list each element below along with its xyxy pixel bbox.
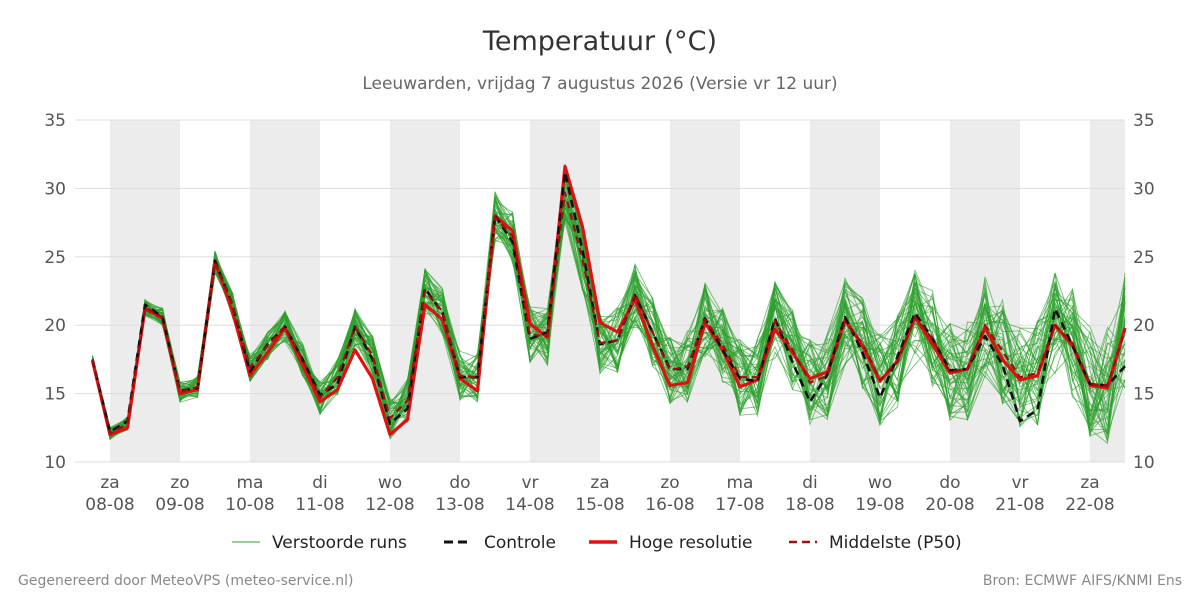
x-tick-date-1: 09-08 [155, 495, 204, 515]
main-series [90, 164, 1127, 437]
x-tick-weekday-12: do [939, 473, 960, 493]
x-tick-date-11: 19-08 [855, 495, 904, 515]
legend-label-median: Middelste (P50) [829, 533, 962, 553]
x-tick-weekday-2: ma [237, 473, 264, 493]
x-tick-weekday-6: vr [521, 473, 538, 493]
x-tick-weekday-1: zo [170, 473, 189, 493]
ensemble-run-48 [92, 186, 1126, 430]
ensemble-run-43 [92, 202, 1126, 437]
x-tick-date-8: 16-08 [645, 495, 694, 515]
x-axis: za08-08zo09-08ma10-08di11-08wo12-08do13-… [85, 473, 1114, 515]
x-tick-date-9: 17-08 [715, 495, 764, 515]
y-tick-left-15: 15 [44, 385, 66, 405]
y-tick-left-20: 20 [44, 316, 66, 336]
night-band-0 [110, 120, 180, 462]
night-bands [110, 120, 1125, 462]
y-tick-right-30: 30 [1133, 179, 1155, 199]
y-tick-right-20: 20 [1133, 316, 1155, 336]
legend: Verstoorde runs Controle Hoge resolutie Mid… [232, 533, 962, 553]
x-tick-weekday-4: wo [378, 473, 402, 493]
x-tick-date-7: 15-08 [575, 495, 624, 515]
y-tick-left-25: 25 [44, 248, 66, 268]
series-middelste-p50 [91, 191, 1127, 435]
x-tick-date-5: 13-08 [435, 495, 484, 515]
x-tick-date-14: 22-08 [1065, 495, 1114, 515]
chart-subtitle: Leeuwarden, vrijdag 7 augustus 2026 (Ver… [362, 74, 837, 94]
legend-label-highres: Hoge resolutie [629, 533, 753, 553]
x-tick-weekday-9: ma [727, 473, 754, 493]
y-axis-right: 10 15 20 25 30 35 [1133, 111, 1155, 473]
x-tick-weekday-14: za [1080, 473, 1099, 493]
x-tick-weekday-13: vr [1011, 473, 1028, 493]
y-tick-left-35: 35 [44, 111, 66, 131]
ensemble-run-44 [92, 165, 1126, 432]
ensemble-run-45 [92, 169, 1126, 438]
night-band-1 [250, 120, 320, 462]
y-tick-right-10: 10 [1133, 453, 1155, 473]
y-tick-left-30: 30 [44, 179, 66, 199]
chart-title: Temperatuur (°C) [482, 26, 717, 57]
legend-label-ensemble: Verstoorde runs [272, 533, 407, 553]
x-tick-weekday-3: di [312, 473, 328, 493]
x-tick-date-3: 11-08 [295, 495, 344, 515]
ensemble-run-49 [92, 203, 1126, 429]
x-tick-date-13: 21-08 [995, 495, 1044, 515]
y-axis-left: 10 15 20 25 30 35 [44, 111, 66, 473]
y-tick-right-25: 25 [1133, 248, 1155, 268]
x-tick-date-0: 08-08 [85, 495, 134, 515]
x-tick-date-4: 12-08 [365, 495, 414, 515]
x-tick-date-12: 20-08 [925, 495, 974, 515]
x-tick-weekday-0: za [100, 473, 119, 493]
x-tick-weekday-5: do [449, 473, 470, 493]
x-tick-weekday-10: di [802, 473, 818, 493]
y-tick-right-35: 35 [1133, 111, 1155, 131]
x-tick-date-6: 14-08 [505, 495, 554, 515]
ensemble-run-35 [92, 212, 1126, 439]
footer-left: Gegenereerd door MeteoVPS (meteo-service… [18, 573, 353, 589]
footer-right: Bron: ECMWF AIFS/KNMI Ens [983, 573, 1182, 589]
x-tick-date-10: 18-08 [785, 495, 834, 515]
x-tick-weekday-8: zo [660, 473, 679, 493]
legend-label-control: Controle [484, 533, 556, 553]
x-tick-weekday-11: wo [868, 473, 892, 493]
y-tick-left-10: 10 [44, 453, 66, 473]
series-hoge-resolutie [90, 164, 1127, 437]
y-tick-right-15: 15 [1133, 385, 1155, 405]
x-tick-date-2: 10-08 [225, 495, 274, 515]
x-tick-weekday-7: za [590, 473, 609, 493]
